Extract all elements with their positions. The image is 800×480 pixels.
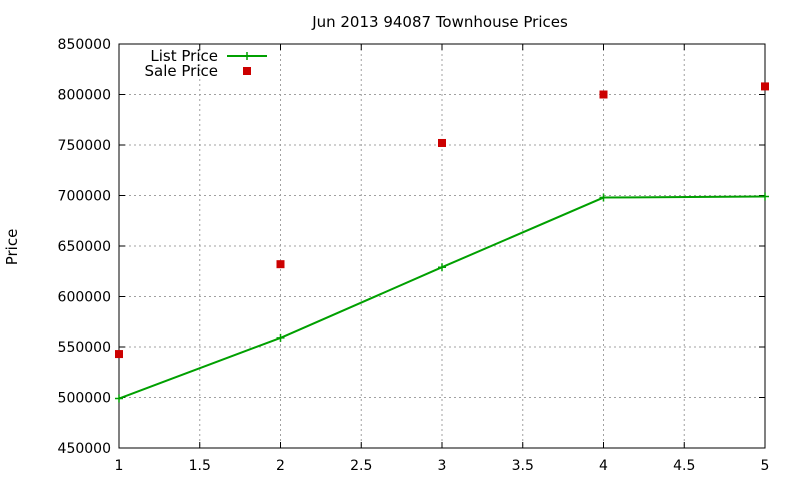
x-tick-label: 3.5 <box>512 458 534 474</box>
list-price-point <box>599 193 608 202</box>
y-tick-label: 450000 <box>58 441 111 457</box>
x-tick-label: 4 <box>599 458 608 474</box>
legend-label: Sale Price <box>145 62 218 80</box>
y-tick-label: 550000 <box>58 340 111 356</box>
y-tick-label: 700000 <box>58 189 111 205</box>
x-tick-label: 3 <box>438 458 447 474</box>
x-tick-label: 1 <box>115 458 124 474</box>
y-tick-label: 600000 <box>58 290 111 306</box>
x-tick-label: 5 <box>761 458 770 474</box>
y-axis-label: Price <box>3 229 21 266</box>
x-tick-label: 2.5 <box>350 458 372 474</box>
sale-price-point <box>599 90 608 99</box>
list-price-point <box>438 263 446 272</box>
chart-title: Jun 2013 94087 Townhouse Prices <box>311 13 568 31</box>
list-price-point <box>115 394 123 403</box>
y-tick-label: 850000 <box>58 37 111 53</box>
plot-border <box>118 43 766 449</box>
sale-price-point <box>276 260 285 269</box>
axes: 450000 500000 550000 600000 650000 700000 7500… <box>58 37 770 474</box>
sale-price-point <box>438 138 446 147</box>
list-price-point <box>276 333 285 342</box>
grid <box>119 44 765 448</box>
legend-label: List Price <box>150 47 218 65</box>
list-price-line <box>118 195 766 400</box>
legend-swatch-marker <box>243 52 251 60</box>
x-tick-label: 2 <box>276 458 285 474</box>
x-tick-label: 4.5 <box>673 458 695 474</box>
y-tick-label: 800000 <box>58 88 111 104</box>
y-tick-label: 750000 <box>58 138 111 154</box>
legend-swatch-marker <box>243 67 251 75</box>
y-tick-label: 500000 <box>58 391 111 407</box>
list-price-point <box>761 192 769 201</box>
sale-price-point <box>115 350 123 359</box>
y-tick-label: 650000 <box>58 239 111 255</box>
plot-area <box>115 82 769 403</box>
sale-price-point <box>761 82 769 91</box>
x-tick-label: 1.5 <box>189 458 211 474</box>
